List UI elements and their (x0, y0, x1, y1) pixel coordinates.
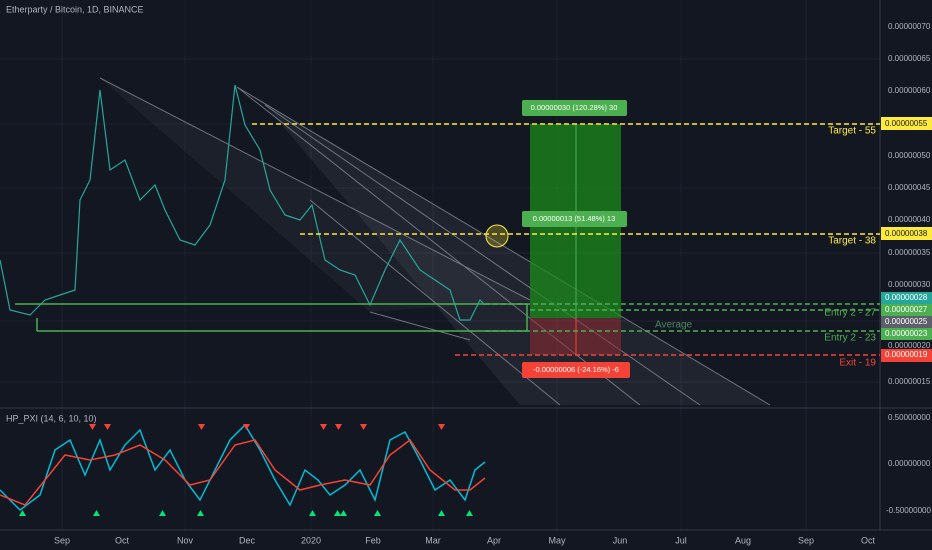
price-axis: 0.00000070 0.00000065 0.00000060 0.00000… (888, 22, 931, 386)
time-label: Oct (861, 535, 876, 545)
badge-label: 0.00000055 (885, 119, 928, 128)
annotation: Average (655, 320, 693, 331)
price-label: 0.00000040 (888, 215, 931, 224)
time-label: May (548, 535, 566, 545)
price-label: 0.00000045 (888, 183, 931, 192)
time-label: Sep (54, 535, 70, 545)
time-label: Dec (239, 535, 256, 545)
price-label: 0.00000015 (888, 377, 931, 386)
time-label: Feb (365, 535, 381, 545)
channel-fill (100, 78, 530, 312)
price-badges: 0.00000055 0.00000038 0.00000028 0.00000… (881, 117, 932, 362)
annotation: Exit - 19 (839, 358, 876, 369)
chart-title: Etherparty / Bitcoin, 1D, BINANCE (6, 4, 144, 14)
signal-line (0, 438, 486, 506)
time-axis: Sep Oct Nov Dec 2020 Feb Mar Apr May Jun… (54, 535, 876, 545)
buy-signals (19, 510, 473, 516)
position-label: -0.00000006 (-24.16%) -6 (533, 365, 619, 374)
price-label: 0.00000030 (888, 280, 931, 289)
indicator-title: HP_PXI (14, 6, 10, 10) (6, 413, 97, 423)
position-label: 0.00000013 (51.48%) 13 (533, 214, 616, 223)
time-label: Aug (735, 535, 751, 545)
annotation: Entry 2 - 27 (824, 308, 876, 319)
time-label: 2020 (301, 535, 321, 545)
price-line (0, 84, 486, 321)
annotation: Target - 55 (828, 126, 876, 137)
price-label: 0.00000035 (888, 248, 931, 257)
annotation: Entry 2 - 23 (824, 333, 876, 344)
badge-label: 0.00000025 (885, 317, 928, 326)
badge-label: 0.00000023 (885, 329, 928, 338)
price-label: 0.00000020 (888, 341, 931, 350)
sell-signals (89, 424, 445, 430)
badge-label: 0.00000038 (885, 229, 928, 238)
indicator-axis-label: -0.50000000 (886, 506, 931, 515)
price-label: 0.00000050 (888, 151, 931, 160)
indicator-axis-label: 0.00000000 (888, 459, 931, 468)
levels (15, 123, 880, 356)
time-label: Nov (177, 535, 194, 545)
badge-label: 0.00000019 (885, 350, 928, 359)
time-label: Jun (613, 535, 628, 545)
position-label: 0.00000030 (120.28%) 30 (531, 103, 618, 112)
marker-circle (485, 224, 509, 248)
time-label: Oct (115, 535, 130, 545)
oscillator-line (0, 423, 486, 511)
badge-label: 0.00000027 (885, 305, 928, 314)
position-box (522, 100, 627, 116)
time-label: Jul (675, 535, 687, 545)
time-label: Apr (487, 535, 501, 545)
price-label: 0.00000060 (888, 86, 931, 95)
badge-label: 0.00000028 (885, 293, 928, 302)
time-label: Sep (798, 535, 814, 545)
position-box (522, 362, 630, 378)
annotation: Target - 38 (828, 236, 876, 247)
time-label: Mar (425, 535, 441, 545)
price-label: 0.00000070 (888, 22, 931, 31)
position-box (522, 211, 627, 227)
price-label: 0.00000065 (888, 54, 931, 63)
indicator-axis-label: 0.50000000 (888, 413, 931, 422)
